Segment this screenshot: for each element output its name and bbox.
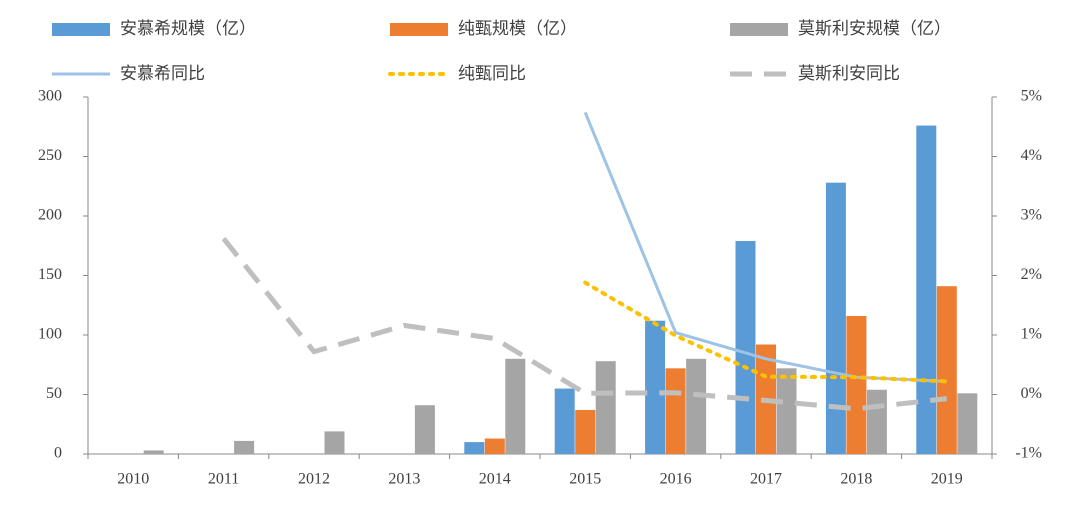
bar <box>234 440 255 454</box>
x-tick-label: 2019 <box>931 471 963 488</box>
bar <box>143 450 164 454</box>
bar <box>414 405 435 454</box>
bar <box>505 358 526 454</box>
bar <box>776 368 797 454</box>
y2-tick-label: 0% <box>1021 385 1042 402</box>
legend-label: 莫斯利安同比 <box>798 64 900 84</box>
bar <box>645 320 666 454</box>
bar <box>686 358 707 454</box>
legend: 安慕希规模（亿） 纯甄规模（亿） 莫斯利安规模（亿） 安慕希同比 纯甄同比 莫斯利安同比 <box>52 19 951 84</box>
x-tick-label: 2010 <box>117 471 149 488</box>
line <box>221 237 948 412</box>
y-tick-label: 300 <box>38 88 62 105</box>
bar <box>866 389 887 454</box>
legend-swatch <box>390 23 448 36</box>
legend-swatch <box>730 23 788 36</box>
y2-tick-label: -1% <box>1015 445 1042 462</box>
bar <box>554 388 575 454</box>
y-tick-label: 100 <box>38 326 62 343</box>
legend-label: 纯甄规模（亿） <box>458 19 577 39</box>
y-tick-label: 150 <box>38 266 62 283</box>
bar <box>575 409 596 454</box>
bar <box>665 368 686 454</box>
bar <box>484 438 505 454</box>
y-tick-label: 200 <box>38 207 62 224</box>
y-tick-label: 250 <box>38 147 62 164</box>
line <box>583 111 947 383</box>
y-tick-label: 50 <box>46 385 62 402</box>
bar <box>846 315 867 454</box>
bar <box>957 393 978 454</box>
x-tick-label: 2016 <box>660 471 692 488</box>
y2-tick-label: 2% <box>1021 266 1042 283</box>
y-tick-label: 0 <box>54 445 62 462</box>
x-tick-label: 2011 <box>208 471 239 488</box>
y2-tick-label: 4% <box>1021 147 1042 164</box>
y2-tick-label: 1% <box>1021 326 1042 343</box>
x-tick-label: 2018 <box>840 471 872 488</box>
legend-label: 安慕希同比 <box>120 64 205 84</box>
y2-tick-label: 3% <box>1021 207 1042 224</box>
legend-swatch <box>52 23 110 36</box>
bar <box>735 240 756 454</box>
x-tick-label: 2014 <box>479 471 511 488</box>
bar <box>825 182 846 454</box>
bar <box>324 431 345 454</box>
legend-label: 纯甄同比 <box>458 64 526 84</box>
bar <box>936 286 957 454</box>
x-tick-label: 2013 <box>388 471 420 488</box>
x-tick-label: 2015 <box>569 471 601 488</box>
legend-label: 莫斯利安规模（亿） <box>798 19 951 39</box>
bar <box>464 442 485 454</box>
x-tick-label: 2017 <box>750 471 782 488</box>
bar <box>916 125 937 454</box>
legend-label: 安慕希规模（亿） <box>120 19 256 39</box>
x-tick-label: 2012 <box>298 471 330 488</box>
bar <box>595 361 616 454</box>
line <box>583 280 949 384</box>
y2-tick-label: 5% <box>1021 88 1042 105</box>
